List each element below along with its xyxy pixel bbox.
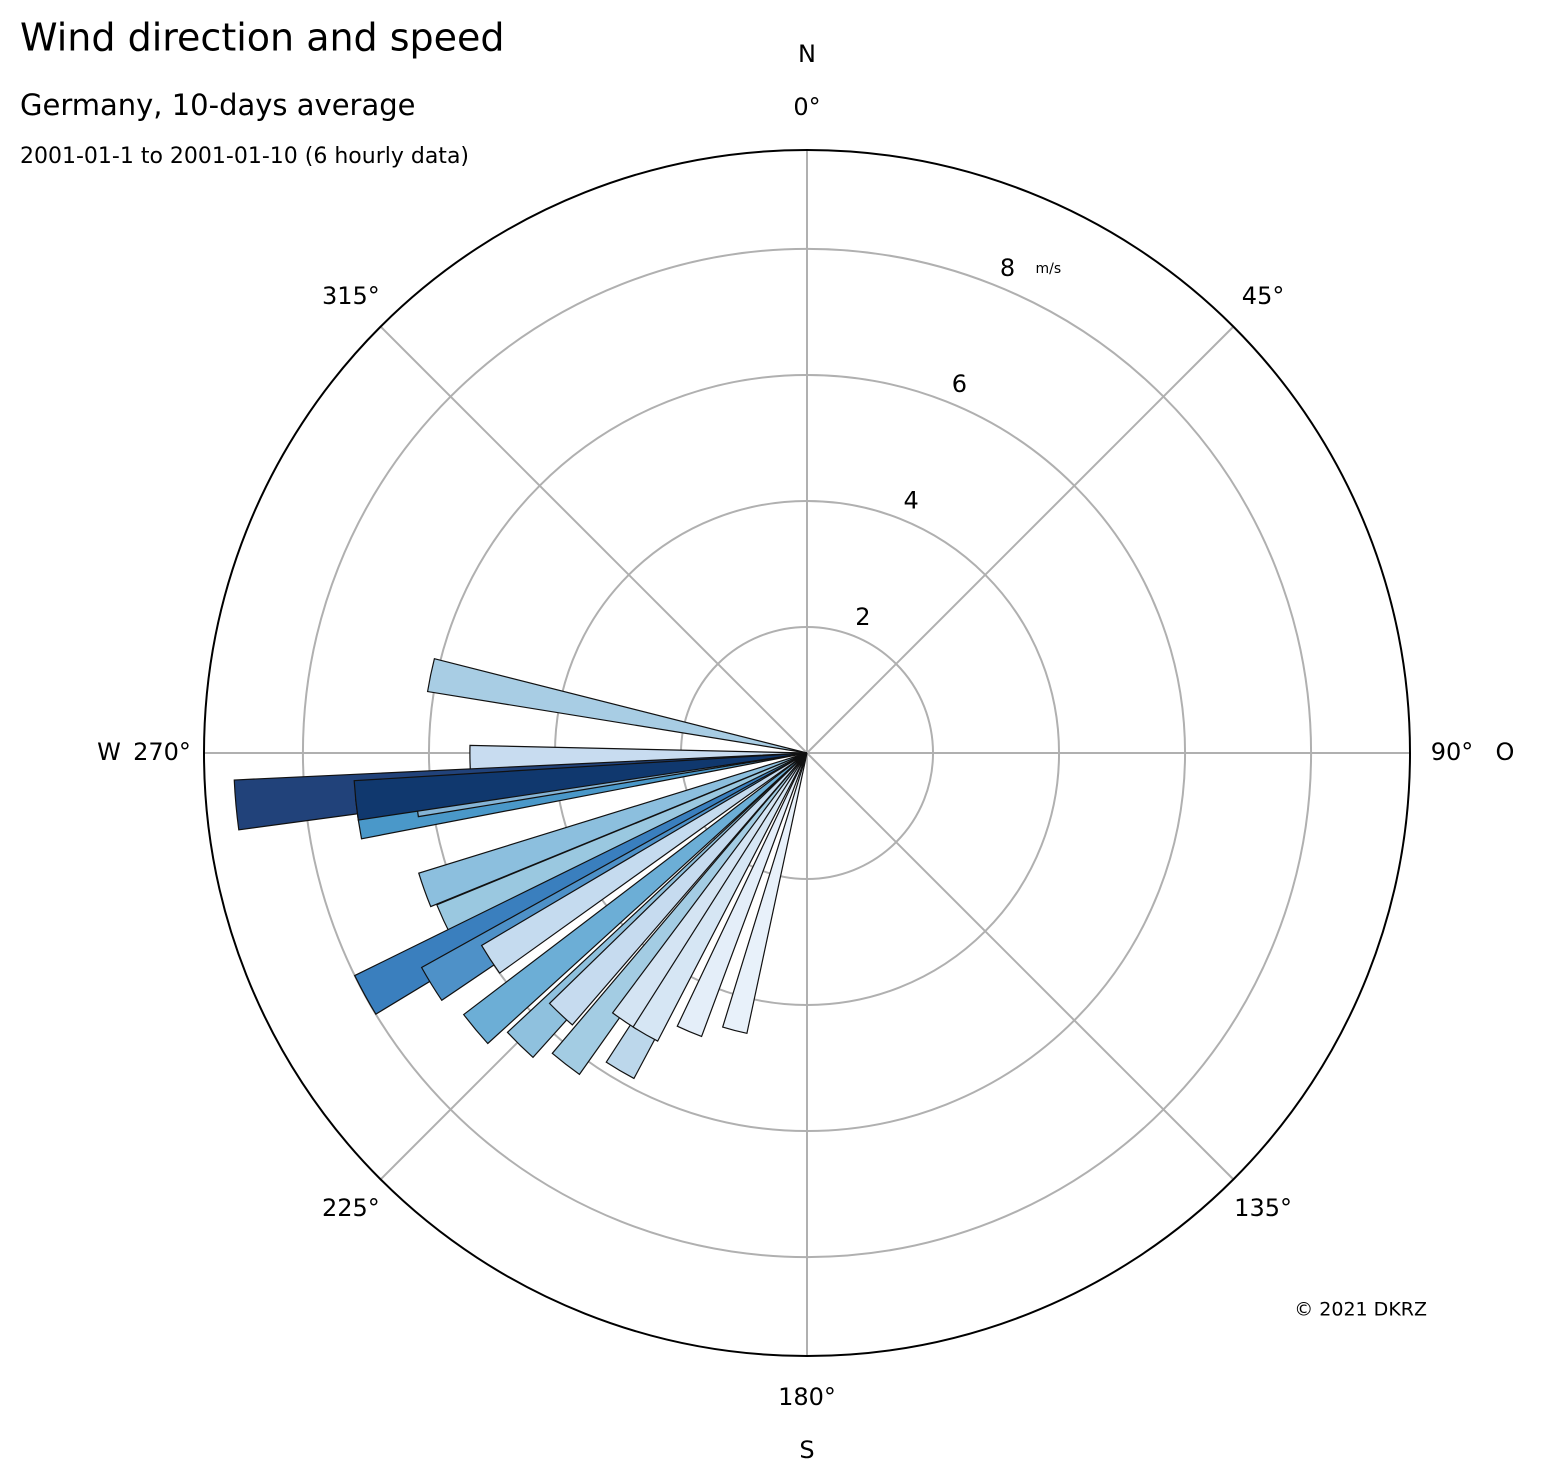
bar — [721, 752, 808, 1035]
grid-line — [806, 325, 1235, 754]
x-tick-label: 135° — [1234, 1194, 1292, 1222]
chart-title: Wind direction and speed — [20, 16, 505, 60]
r-tick-label: 6 — [952, 370, 967, 398]
copyright: © 2021 DKRZ — [1294, 1299, 1427, 1321]
x-tick-label: 0° — [793, 93, 820, 121]
grid-line — [806, 752, 1235, 1181]
x-tick-label: 90° — [1431, 738, 1474, 766]
chart-subtitle: Germany, 10-days average — [20, 88, 415, 122]
compass-label: W — [97, 738, 121, 766]
r-tick-label: 2 — [855, 603, 870, 631]
bar — [426, 657, 808, 754]
compass-label: S — [799, 1436, 814, 1464]
x-tick-label: 270° — [133, 738, 191, 766]
period: 2001-01-1 to 2001-01-10 (6 hourly data) — [20, 144, 469, 169]
compass-label: O — [1496, 738, 1515, 766]
x-tick-label: 45° — [1242, 282, 1285, 310]
bar — [353, 752, 808, 821]
r-unit: m/s — [1036, 261, 1062, 277]
bar — [676, 752, 808, 1038]
grid-line — [379, 325, 808, 754]
x-tick-label: 225° — [322, 1194, 380, 1222]
x-tick-label: 315° — [322, 282, 380, 310]
r-tick-label: 4 — [903, 487, 918, 515]
x-tick-label: 180° — [778, 1383, 836, 1411]
bar — [462, 752, 808, 1045]
bar — [632, 752, 808, 1042]
r-tick-label: 8 — [1000, 254, 1015, 282]
outer-frame — [203, 149, 1411, 1357]
bar — [551, 752, 808, 1076]
bar — [418, 752, 808, 908]
bar — [548, 752, 808, 1026]
bar — [480, 752, 808, 974]
compass-label: N — [798, 40, 816, 68]
